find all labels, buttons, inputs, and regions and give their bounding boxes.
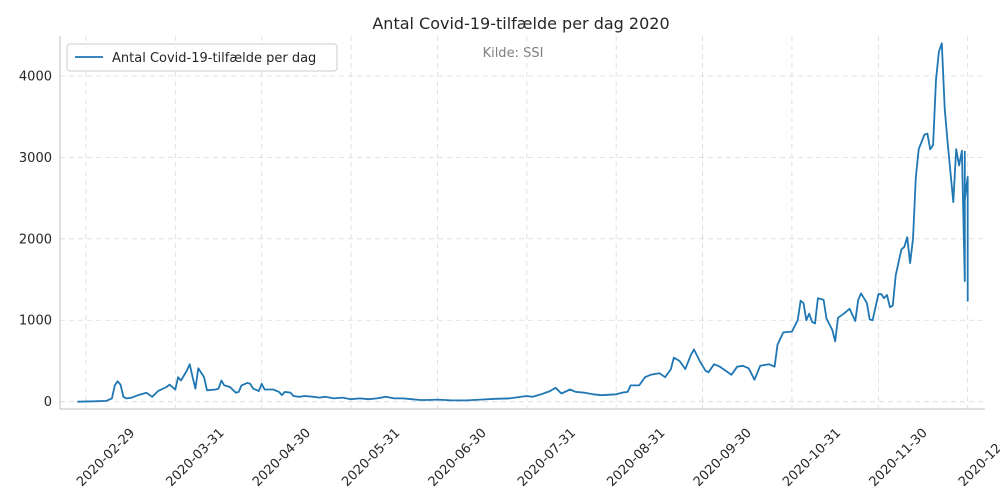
x-tick-label: 2020-03-31 <box>163 426 227 490</box>
y-tick-label: 0 <box>44 395 52 410</box>
y-tick-label: 4000 <box>19 69 52 84</box>
x-tick-label: 2020-02-29 <box>74 426 138 490</box>
legend-box <box>66 43 338 72</box>
x-axis: 2020-02-29 2020-03-31 2020-04-30 2020-05-31… <box>74 426 1000 490</box>
x-tick-label: 2020-06-30 <box>426 426 490 490</box>
chart-title: Antal Covid-19-tilfælde per dag 2020 <box>372 14 669 33</box>
x-tick-label: 2020-05-31 <box>339 426 403 490</box>
plot-area <box>77 42 969 403</box>
y-tick-label: 2000 <box>19 232 52 247</box>
x-tick-label: 2020-08-31 <box>604 426 668 490</box>
x-tick-label: 2020-10-31 <box>780 426 844 490</box>
legend-entry-label: Antal Covid-19-tilfælde per dag <box>112 51 316 66</box>
chart-subtitle: Kilde: SSI <box>483 46 544 61</box>
series-line <box>77 42 969 403</box>
x-tick-label: 2020-11-30 <box>867 426 931 490</box>
y-tick-label: 1000 <box>19 314 52 329</box>
x-tick-label: 2020-09-30 <box>691 426 755 490</box>
grid <box>60 36 985 409</box>
x-tick-label: 2020-07-31 <box>515 426 579 490</box>
y-tick-label: 3000 <box>19 151 52 166</box>
x-tick-label: 2020-04-30 <box>250 426 314 490</box>
x-tick-label: 2020-12-31 <box>956 426 1000 490</box>
axes <box>59 36 985 410</box>
y-axis: 0 1000 2000 3000 4000 <box>19 69 52 410</box>
legend: Antal Covid-19-tilfælde per dag <box>66 43 338 72</box>
